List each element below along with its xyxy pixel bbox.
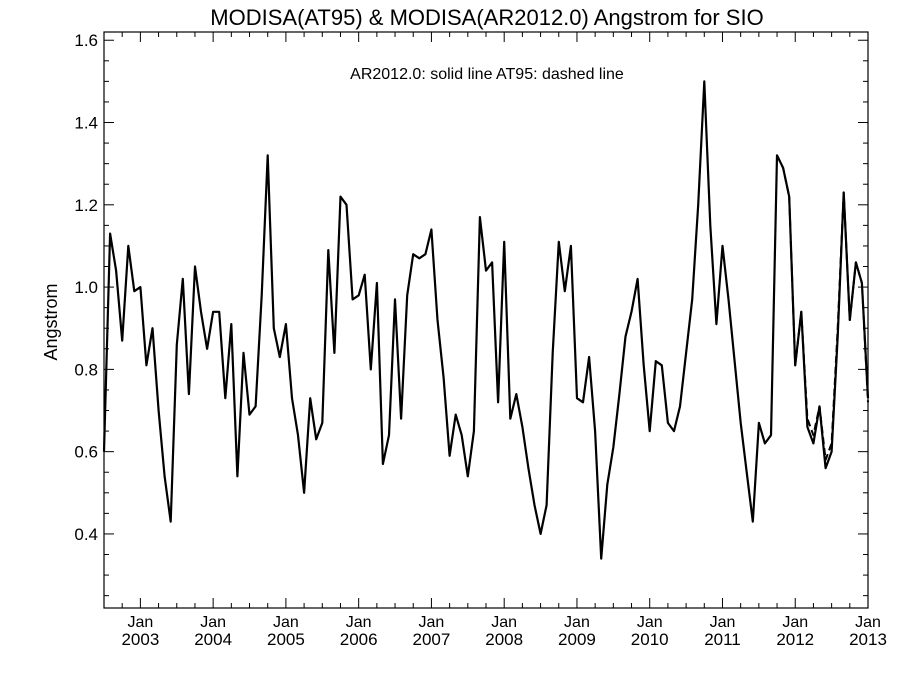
x-tick-year-label: 2013	[849, 630, 887, 649]
y-tick-label: 0.8	[74, 360, 98, 379]
x-tick-year-label: 2003	[121, 630, 159, 649]
chart-title: MODISA(AT95) & MODISA(AR2012.0) Angstrom…	[210, 5, 763, 30]
x-tick-year-label: 2007	[413, 630, 451, 649]
x-tick-month-label: Jan	[564, 614, 590, 631]
y-tick-label: 1.6	[74, 31, 98, 50]
series-layer	[102, 80, 870, 560]
y-tick-label: 1.4	[74, 114, 98, 133]
x-tick-year-label: 2009	[558, 630, 596, 649]
x-tick-year-label: 2008	[485, 630, 523, 649]
axes: 0.40.60.81.01.21.41.6Jan2003Jan2004Jan20…	[74, 31, 887, 649]
x-tick-month-label: Jan	[491, 614, 517, 631]
y-tick-label: 0.4	[74, 525, 98, 544]
y-axis-label: Angstrom	[41, 283, 61, 360]
x-tick-month-label: Jan	[273, 614, 299, 631]
x-tick-year-label: 2005	[267, 630, 305, 649]
x-tick-month-label: Jan	[782, 614, 808, 631]
x-tick-month-label: Jan	[710, 614, 736, 631]
y-tick-label: 0.6	[74, 443, 98, 462]
x-tick-year-label: 2012	[776, 630, 814, 649]
x-tick-month-label: Jan	[419, 614, 445, 631]
series-line-ar2012-solid	[102, 80, 870, 560]
x-tick-year-label: 2011	[704, 630, 741, 649]
x-tick-month-label: Jan	[637, 614, 663, 631]
x-tick-month-label: Jan	[127, 614, 153, 631]
x-tick-month-label: Jan	[346, 614, 372, 631]
x-tick-month-label: Jan	[200, 614, 226, 631]
line-style-annotation: AR2012.0: solid line AT95: dashed line	[350, 66, 624, 83]
x-tick-month-label: Jan	[855, 614, 881, 631]
x-tick-year-label: 2006	[340, 630, 378, 649]
y-tick-label: 1.2	[74, 196, 98, 215]
x-tick-year-label: 2010	[631, 630, 669, 649]
y-tick-label: 1.0	[74, 278, 98, 297]
series-line-at95-dashed	[776, 154, 869, 461]
x-tick-year-label: 2004	[194, 630, 232, 649]
